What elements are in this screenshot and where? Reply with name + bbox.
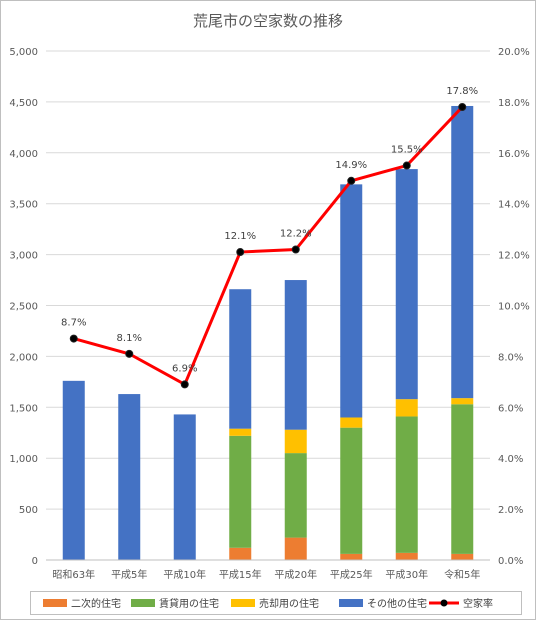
rate-point — [402, 161, 411, 170]
x-tick-label: 平成30年 — [385, 568, 428, 581]
rate-point — [291, 245, 300, 254]
rate-line-layer — [69, 102, 467, 389]
y-left-tick-label: 4,000 — [9, 149, 38, 160]
legend-swatch — [131, 599, 155, 607]
bar-segment — [451, 553, 474, 560]
y-right-tick-label: 20.0% — [498, 47, 530, 58]
rate-point — [458, 102, 467, 111]
legend-label: 賃貸用の住宅 — [159, 597, 219, 610]
y-right-tick-label: 18.0% — [498, 98, 530, 109]
bar-segment — [118, 394, 141, 560]
bar-segment — [284, 453, 307, 538]
bar-segment — [284, 280, 307, 430]
chart-title: 荒尾市の空家数の推移 — [192, 12, 343, 30]
y-right-tick-label: 4.0% — [498, 454, 523, 465]
legend-label: 空家率 — [463, 597, 493, 610]
bar-segment — [340, 417, 363, 428]
rate-line — [73, 105, 464, 387]
y-left-tick-label: 1,000 — [9, 454, 38, 465]
gridlines — [46, 50, 490, 510]
legend-swatch — [231, 599, 255, 607]
bar-segment — [395, 399, 418, 417]
y-left-tick-label: 2,500 — [9, 302, 38, 313]
bar-segment — [395, 416, 418, 553]
rate-point — [347, 176, 356, 185]
y-left-tick-label: 5,000 — [9, 47, 38, 58]
rate-data-label: 12.2% — [280, 229, 312, 240]
y-left-tick-label: 1,500 — [9, 403, 38, 414]
y-left-tick-label: 4,500 — [9, 98, 38, 109]
y-right-tick-label: 14.0% — [498, 200, 530, 211]
y-left-tick-label: 2,000 — [9, 352, 38, 363]
rate-data-label: 14.9% — [335, 160, 367, 171]
bar-segment — [340, 184, 363, 418]
x-tick-label: 昭和63年 — [52, 568, 95, 581]
x-tick-label: 平成25年 — [330, 568, 373, 581]
bar-segment — [284, 429, 307, 454]
legend-label: 売却用の住宅 — [259, 597, 319, 610]
bar-segment — [229, 428, 252, 436]
bar-layer — [62, 105, 474, 560]
y-left-tick-label: 3,500 — [9, 200, 38, 211]
legend-label: その他の住宅 — [367, 597, 427, 610]
rate-point — [69, 334, 78, 343]
bar-segment — [229, 435, 252, 548]
y-right-tick-label: 12.0% — [498, 251, 530, 262]
y-left-tick-label: 3,000 — [9, 251, 38, 262]
x-tick-label: 令和5年 — [444, 568, 480, 581]
legend: 二次的住宅 賃貸用の住宅 売却用の住宅 その他の住宅 空家率 — [30, 591, 522, 615]
bar-segment — [340, 427, 363, 554]
legend-swatch — [43, 599, 67, 607]
legend-swatch — [339, 599, 363, 607]
bar-segment — [229, 547, 252, 560]
rate-point — [236, 248, 245, 257]
legend-line-marker — [440, 599, 448, 607]
y-right-tick-label: 10.0% — [498, 302, 530, 313]
y-right-tick-label: 0.0% — [498, 556, 523, 567]
rate-point — [125, 349, 134, 358]
bar-segment — [395, 552, 418, 560]
bar-segment — [451, 398, 474, 405]
x-tick-label: 平成5年 — [111, 568, 147, 581]
rate-data-label: 8.1% — [117, 333, 142, 344]
rate-data-label: 6.9% — [172, 363, 197, 374]
axis-layer: 0 500 1,000 1,500 2,000 2,500 3,000 3,500 4,000 4… — [9, 47, 529, 581]
bar-segment — [229, 289, 252, 429]
rate-point — [180, 380, 189, 389]
bar-segment — [340, 553, 363, 560]
data-label-layer: 8.7% 8.1% 6.9% 12.1% 12.2% 14.9% 15.5% 17.8% — [61, 86, 478, 374]
bar-segment — [284, 537, 307, 560]
x-tick-label: 平成10年 — [163, 568, 206, 581]
bar-segment — [62, 380, 85, 560]
rate-data-label: 17.8% — [446, 86, 478, 97]
y-right-tick-label: 2.0% — [498, 505, 523, 516]
y-left-tick-label: 500 — [19, 505, 38, 516]
y-left-tick-label: 0 — [32, 556, 38, 567]
bar-segment — [451, 105, 474, 399]
legend-label: 二次的住宅 — [71, 597, 121, 610]
bar-segment — [395, 169, 418, 400]
y-right-tick-label: 16.0% — [498, 149, 530, 160]
rate-data-label: 12.1% — [224, 231, 256, 242]
x-tick-label: 平成20年 — [274, 568, 317, 581]
bar-segment — [173, 414, 196, 560]
y-right-tick-label: 8.0% — [498, 352, 523, 363]
rate-data-label: 15.5% — [391, 145, 423, 156]
x-tick-label: 平成15年 — [219, 568, 262, 581]
rate-data-label: 8.7% — [61, 318, 86, 329]
bar-segment — [451, 404, 474, 554]
y-right-tick-label: 6.0% — [498, 403, 523, 414]
